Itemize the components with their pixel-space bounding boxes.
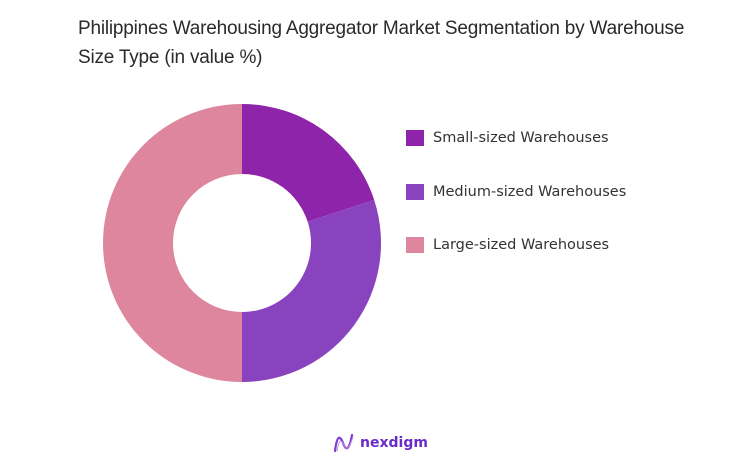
donut-slice-large[interactable] — [103, 104, 242, 382]
legend-swatch-small — [406, 130, 424, 146]
legend-label: Small-sized Warehouses — [433, 130, 609, 146]
legend-item-medium[interactable]: Medium-sized Warehouses — [406, 182, 626, 202]
chart-title: Philippines Warehousing Aggregator Marke… — [78, 18, 685, 68]
donut-slice-small[interactable] — [242, 104, 375, 222]
legend: Small-sized Warehouses Medium-sized Ware… — [406, 128, 626, 289]
legend-item-large[interactable]: Large-sized Warehouses — [406, 235, 626, 255]
legend-swatch-large — [406, 237, 424, 253]
legend-swatch-medium — [406, 183, 424, 200]
legend-label: Large-sized Warehouses — [433, 237, 610, 253]
donut-slices — [103, 104, 381, 382]
nexdigm-logo: nexdigm — [333, 433, 428, 453]
legend-label: Medium-sized Warehouses — [433, 183, 627, 200]
legend-item-small[interactable]: Small-sized Warehouses — [406, 128, 626, 148]
logo-text: nexdigm — [360, 435, 428, 451]
donut-slice-medium[interactable] — [242, 200, 381, 382]
donut-chart — [103, 104, 381, 382]
nexdigm-wave-icon — [333, 433, 354, 453]
